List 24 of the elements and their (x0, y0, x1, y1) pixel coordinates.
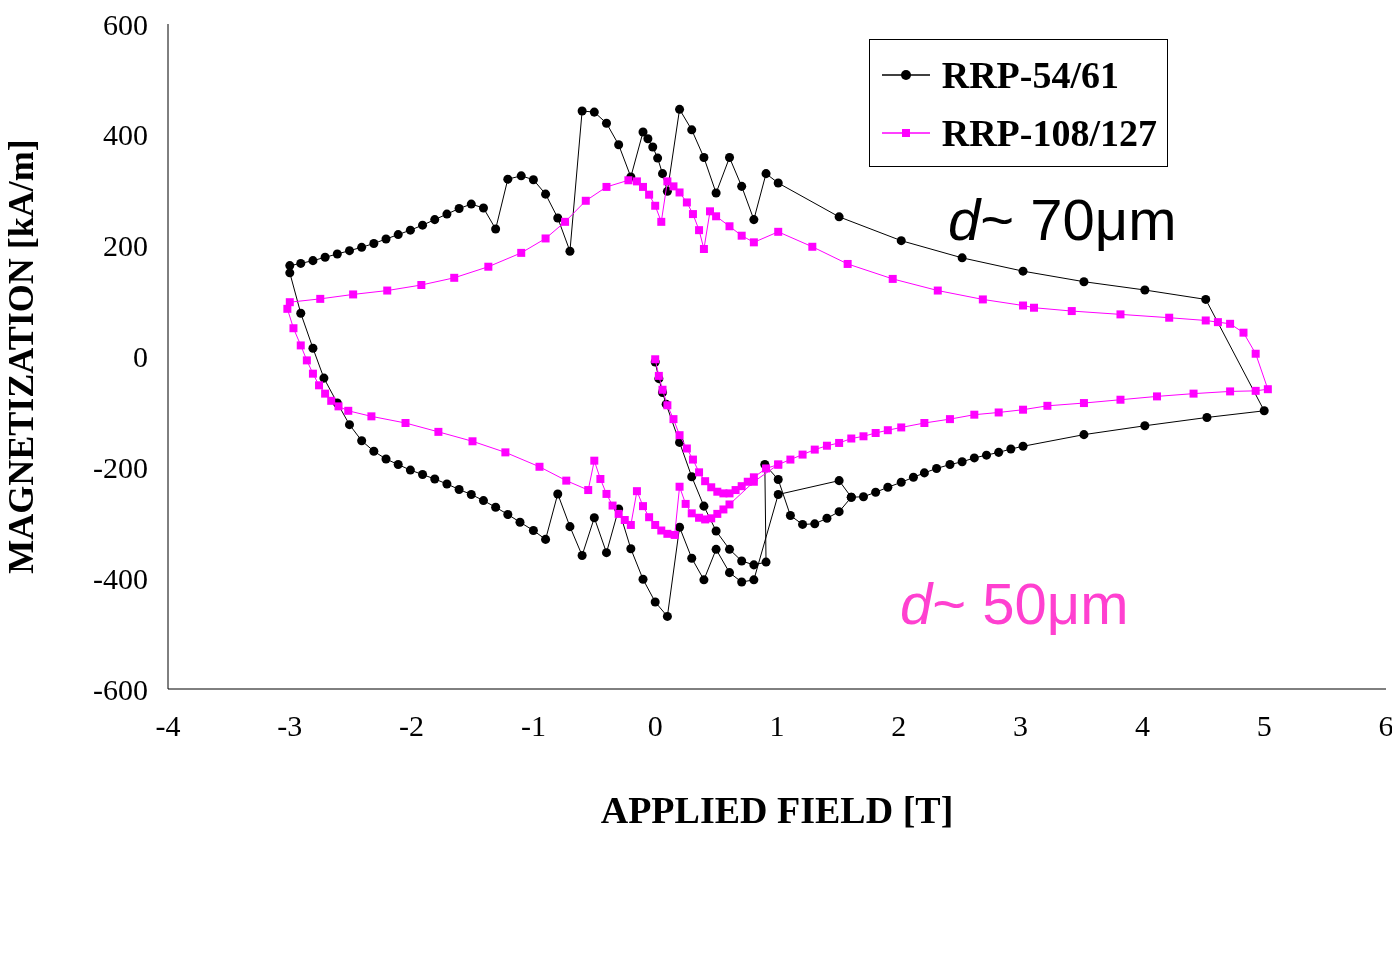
y-tick-label: 600 (103, 7, 148, 41)
x-tick-label: 6 (1378, 709, 1392, 743)
legend-label: RRP-108/127 (941, 111, 1157, 155)
annotation: d~ 50μm (900, 570, 1129, 637)
x-tick-label: 2 (891, 709, 907, 743)
y-tick-label: -600 (93, 672, 148, 706)
x-tick-label: 3 (1013, 709, 1029, 743)
y-tick-label: 200 (103, 229, 148, 263)
x-tick-label: 1 (769, 709, 785, 743)
y-tick-label: 400 (103, 118, 148, 152)
x-tick-label: 4 (1134, 709, 1150, 743)
x-axis-title: APPLIED FIELD [T] (600, 789, 954, 831)
x-tick-label: -3 (277, 709, 303, 743)
x-tick-label: 0 (647, 709, 663, 743)
annotation: d~ 70μm (948, 186, 1177, 253)
x-tick-label: -2 (399, 709, 425, 743)
x-tick-label: -1 (520, 709, 546, 743)
y-tick-label: -200 (93, 450, 148, 484)
y-axis-title: MAGNETIZATION [kA/m] (0, 139, 41, 574)
x-tick-label: 5 (1256, 709, 1272, 743)
legend-label: RRP-54/61 (941, 53, 1119, 97)
y-tick-label: -400 (93, 561, 148, 595)
y-tick-label: 0 (133, 340, 148, 374)
x-tick-label: -4 (155, 709, 181, 743)
